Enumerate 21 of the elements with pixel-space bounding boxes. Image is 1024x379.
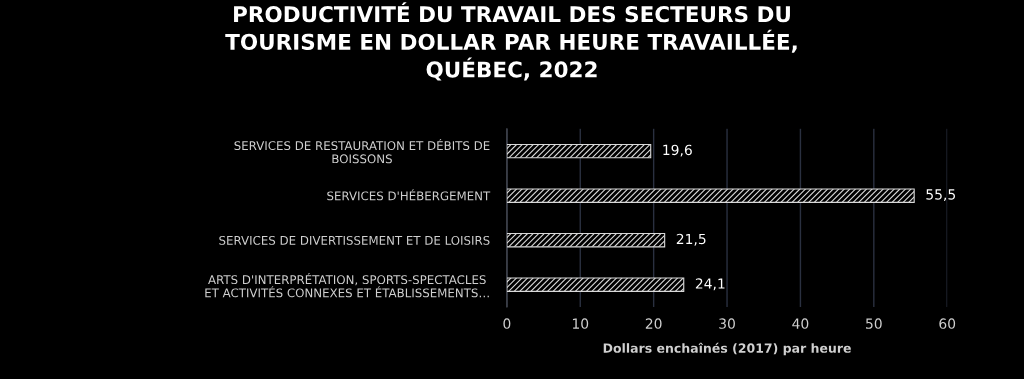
y-tick-label: SERVICES DE DIVERTISSEMENT ET DE LOISIRS bbox=[219, 235, 490, 245]
data-label: 21,5 bbox=[676, 233, 706, 246]
data-label: 55,5 bbox=[926, 189, 955, 202]
y-tick-label: ARTS D'INTERPRÉTATION, SPORTS-SPECTACLES ET ACTIVITÉS CONNEXES ET ÉTABLISSEMENTS… bbox=[205, 273, 489, 298]
bar bbox=[506, 232, 666, 248]
data-label: 19,6 bbox=[663, 144, 692, 157]
x-tick-label: 30 bbox=[719, 318, 735, 329]
bar bbox=[506, 188, 915, 203]
x-tick-label: 50 bbox=[866, 318, 882, 329]
chart-title: PRODUCTIVITÉ DU TRAVAIL DES SECTEURS DU TOURISME EN DOLLAR PAR HEURE TRAVAILLÉE, QUÉBEC, 2022 bbox=[225, 2, 797, 81]
bar bbox=[506, 143, 652, 159]
x-tick-label: 60 bbox=[939, 318, 956, 329]
bar bbox=[506, 277, 685, 292]
y-tick-label: SERVICES D'HÉBERGEMENT bbox=[327, 189, 491, 201]
y-tick-label: SERVICES DE RESTAURATION ET DÉBITS DE BOISSONS bbox=[234, 138, 490, 164]
x-tick-label: 20 bbox=[645, 318, 662, 329]
x-tick-label: 0 bbox=[503, 318, 511, 329]
x-tick-label: 10 bbox=[572, 318, 589, 329]
data-label: 24,1 bbox=[695, 278, 725, 291]
x-tick-label: 40 bbox=[792, 318, 809, 329]
x-axis-title: Dollars enchaînés (2017) par heure bbox=[603, 342, 851, 356]
